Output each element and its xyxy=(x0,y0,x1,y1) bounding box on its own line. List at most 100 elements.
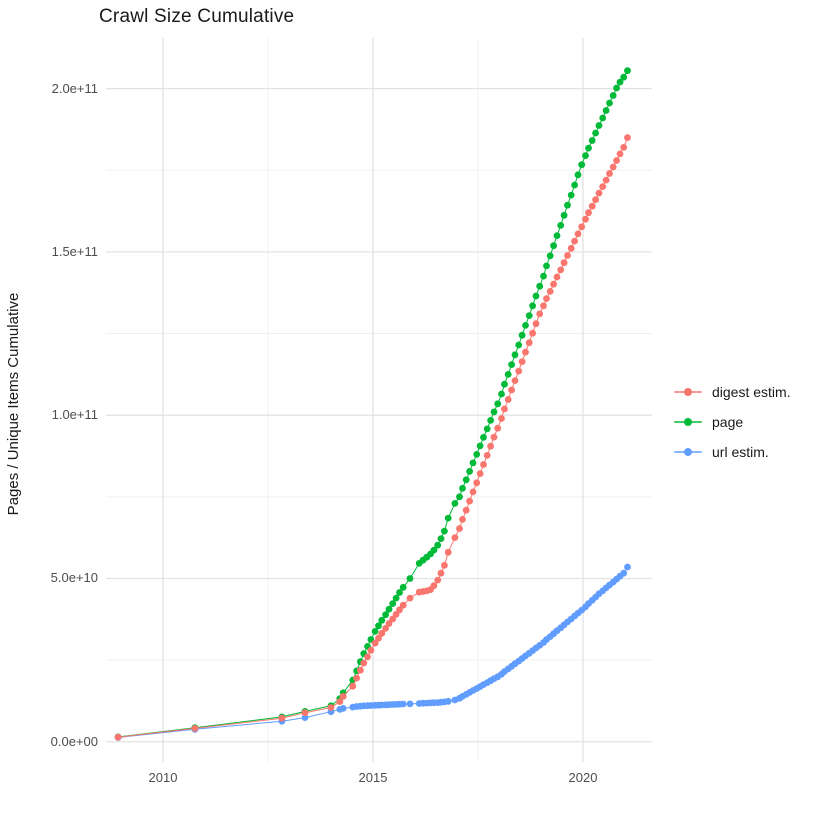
series-page-point xyxy=(532,292,540,300)
series-page-point xyxy=(536,282,544,290)
series-page-point xyxy=(501,380,508,388)
legend-dot-icon xyxy=(684,418,692,426)
series-digest-estim-point xyxy=(399,601,407,609)
series-digest-estim-point xyxy=(385,620,393,627)
series-digest-estim-point xyxy=(430,582,438,590)
series-digest-estim-point xyxy=(396,606,403,614)
series-page-point xyxy=(406,575,414,582)
series-page-point xyxy=(522,322,529,329)
chart-title: Crawl Size Cumulative xyxy=(99,6,295,27)
x-tick-label: 2010 xyxy=(148,770,178,785)
series-page-point xyxy=(595,122,603,129)
series-digest-estim-point xyxy=(476,470,484,477)
series-page-point xyxy=(466,468,473,475)
series-digest-estim-point xyxy=(490,433,498,441)
legend-label: digest estim. xyxy=(712,384,791,400)
series-page-point xyxy=(487,417,494,424)
series-digest-estim-point xyxy=(367,646,375,654)
series-digest-estim-point xyxy=(624,134,631,142)
series-page-point xyxy=(588,137,596,144)
legend-key-icon xyxy=(674,415,702,429)
series-digest-estim-point xyxy=(336,698,344,705)
series-digest-estim-point xyxy=(459,516,466,523)
series-url-estim-point xyxy=(406,700,414,708)
series-url-estim-point xyxy=(301,714,309,721)
series-digest-estim-point xyxy=(606,170,613,177)
series-page-point xyxy=(606,99,613,107)
series-digest-estim-point xyxy=(378,629,386,637)
series-page-point xyxy=(518,331,526,339)
series-url-estim xyxy=(114,563,631,741)
x-tick-label: 2015 xyxy=(358,770,388,785)
series-digest-estim-point xyxy=(483,452,491,459)
y-axis-title: Pages / Unique Items Cumulative xyxy=(5,292,22,516)
series-page-point xyxy=(540,272,547,280)
series-digest-estim xyxy=(114,134,631,741)
series-page-point xyxy=(504,371,512,378)
series-page-point xyxy=(389,600,397,607)
series-digest-estim-point xyxy=(406,594,414,602)
series-digest-estim-point xyxy=(441,562,448,569)
series-digest-estim-point xyxy=(498,415,505,422)
series-digest-estim-point xyxy=(571,237,578,245)
y-tick-label: 5.0e+10 xyxy=(50,570,98,586)
series-digest-estim-point xyxy=(543,295,550,302)
series-page-point xyxy=(592,129,599,137)
series-digest-estim-point xyxy=(375,634,382,642)
series-digest-estim-point xyxy=(515,367,523,375)
series-digest-estim-point xyxy=(504,396,512,403)
x-tick-label: 2020 xyxy=(568,770,598,785)
legend-dot-icon xyxy=(684,388,692,396)
series-digest-estim-point xyxy=(487,442,494,450)
y-tick-label: 1.0e+11 xyxy=(51,407,98,423)
series-page-point xyxy=(430,546,438,554)
series-url-estim-point xyxy=(399,700,407,708)
series-digest-estim-point xyxy=(609,163,617,171)
series-digest-estim-point xyxy=(508,386,515,394)
series-page-point xyxy=(578,161,586,169)
series-digest-estim-point xyxy=(371,639,379,647)
series-digest-estim-point xyxy=(301,709,309,717)
series-digest-estim-point xyxy=(540,302,547,310)
series-digest-estim-point xyxy=(620,144,628,151)
legend-label: page xyxy=(712,414,744,430)
series-digest-estim-point xyxy=(382,625,389,632)
series-digest-estim-point xyxy=(564,252,571,259)
legend-label: url estim. xyxy=(712,444,769,460)
series-page-point xyxy=(490,408,498,416)
series-digest-estim-point xyxy=(456,525,463,532)
gridlines-minor xyxy=(106,38,652,762)
series-digest-estim-point xyxy=(469,488,477,496)
series-page-point xyxy=(529,302,536,310)
series-page-point xyxy=(483,425,491,433)
legend-dot-icon xyxy=(684,448,692,456)
series-page-point xyxy=(371,628,379,635)
series-url-estim-point xyxy=(444,697,452,705)
series-digest-estim-point xyxy=(466,497,473,505)
series-page-point xyxy=(585,144,592,152)
series-page-point xyxy=(620,73,628,81)
legend-item: page xyxy=(674,407,791,437)
series-digest-estim-point xyxy=(595,189,603,197)
series-page-point xyxy=(508,361,515,368)
series-digest-estim-point xyxy=(339,693,347,700)
legend: digest estim. page url estim. xyxy=(674,377,791,467)
series-page-point xyxy=(494,400,502,408)
series-page-point xyxy=(434,541,442,549)
series-page-point xyxy=(476,442,484,450)
series-page-point xyxy=(498,390,505,398)
series-digest-estim-point xyxy=(522,348,529,356)
series-digest-estim-point xyxy=(451,534,459,541)
series-page-point xyxy=(543,262,550,270)
series-digest-estim-point xyxy=(518,358,526,365)
series-digest-estim-point xyxy=(599,183,607,191)
series-page-point xyxy=(609,92,617,99)
gridlines-major xyxy=(106,38,652,762)
series-page-point xyxy=(462,476,470,484)
series-page-point xyxy=(564,201,571,209)
series-page-point xyxy=(451,500,459,507)
series-url-estim-point xyxy=(339,705,347,712)
series-page-point xyxy=(385,605,393,613)
series-digest-estim-point xyxy=(511,377,519,384)
series-digest-estim-point xyxy=(546,288,554,295)
